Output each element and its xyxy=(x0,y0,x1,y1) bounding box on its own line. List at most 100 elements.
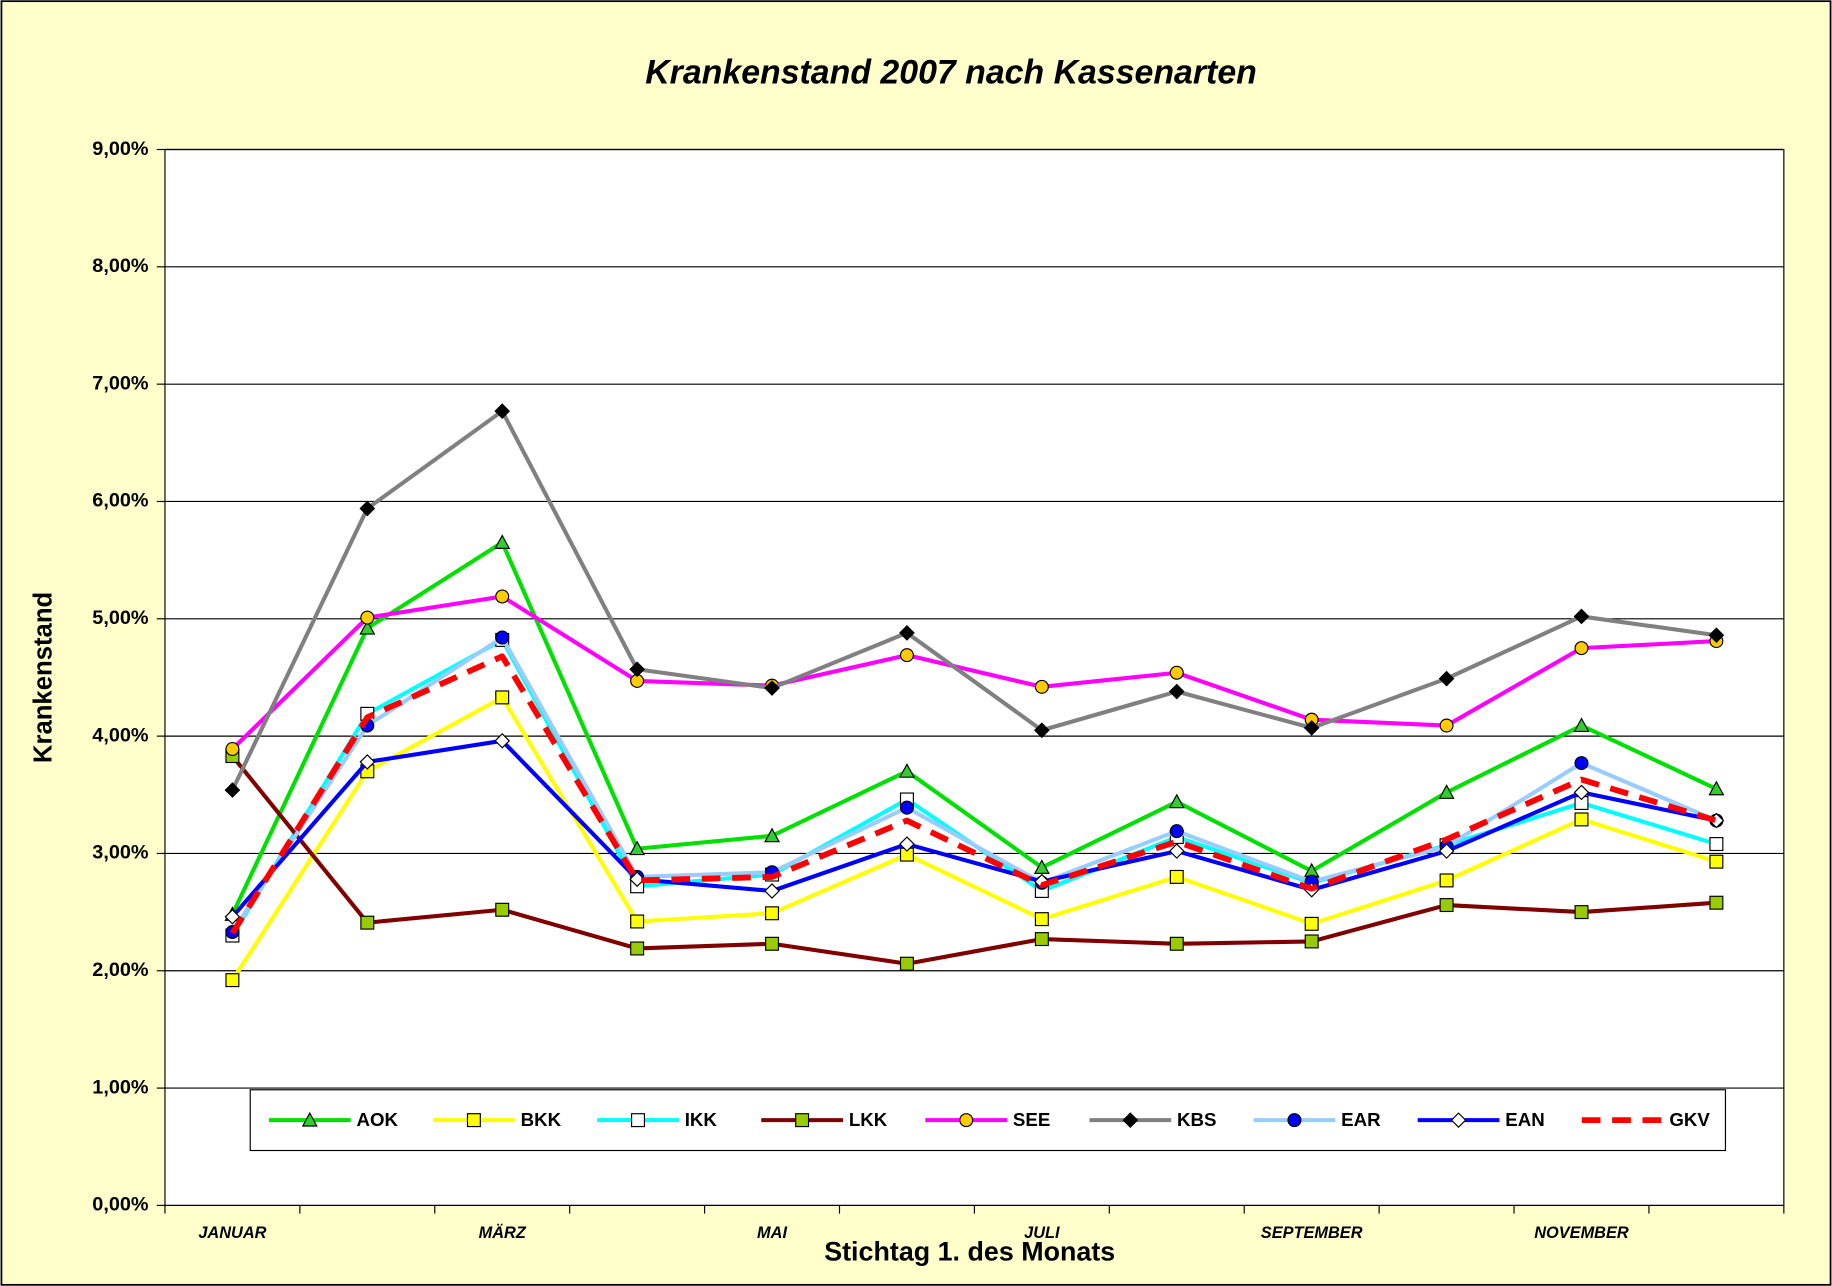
point-marker xyxy=(1439,873,1454,888)
point-marker xyxy=(1574,905,1589,920)
point-marker xyxy=(224,782,241,798)
point-marker xyxy=(359,500,376,517)
point-marker xyxy=(629,871,645,888)
legend-label: BKK xyxy=(521,1109,562,1130)
point-marker xyxy=(899,625,915,641)
legend-label: LKK xyxy=(849,1109,888,1130)
point-marker xyxy=(1439,718,1454,733)
series xyxy=(225,749,1724,971)
legend-label: KBS xyxy=(1177,1109,1216,1130)
point-marker xyxy=(1169,824,1184,839)
y-tick-label: 5,00% xyxy=(92,607,149,629)
legend-items: AOK BKK IKK LKK SEE KBS EAR EAN GKV xyxy=(268,1109,1710,1130)
y-tick-label: 2,00% xyxy=(92,959,149,981)
series-line xyxy=(230,540,1718,916)
point-marker xyxy=(899,956,914,971)
y-tick-label: 3,00% xyxy=(92,842,149,864)
y-tick-label: 6,00% xyxy=(92,490,149,512)
point-marker xyxy=(225,742,240,757)
x-tick-label: MÄRZ xyxy=(479,1224,527,1242)
point-marker xyxy=(1168,843,1185,859)
point-marker xyxy=(1708,627,1725,644)
y-tick-label: 9,00% xyxy=(92,138,149,160)
point-marker xyxy=(629,840,646,856)
point-marker xyxy=(959,1113,974,1128)
point-marker xyxy=(898,763,915,778)
point-marker xyxy=(795,1113,810,1128)
chart-title: Krankenstand 2007 nach Kassenarten xyxy=(645,54,1257,92)
point-marker xyxy=(360,610,375,625)
point-marker xyxy=(631,1113,646,1128)
point-marker xyxy=(1169,665,1184,680)
x-tick-label: JANUAR xyxy=(198,1224,266,1242)
y-tick-label: 8,00% xyxy=(92,255,149,277)
point-marker xyxy=(765,936,780,951)
point-marker xyxy=(495,589,510,604)
point-marker xyxy=(899,800,914,815)
series-group xyxy=(224,403,1725,988)
point-marker xyxy=(765,906,780,921)
point-marker xyxy=(495,690,510,705)
point-marker xyxy=(630,914,645,929)
legend-label: SEE xyxy=(1013,1109,1050,1130)
point-marker xyxy=(1574,756,1589,771)
point-marker xyxy=(494,534,511,549)
x-axis-title: Stichtag 1. des Monats xyxy=(824,1236,1115,1266)
series xyxy=(224,403,1725,798)
plot-area xyxy=(164,148,1785,1206)
point-marker xyxy=(630,941,645,956)
x-tick-label: MAI xyxy=(757,1224,787,1242)
point-marker xyxy=(225,973,240,988)
point-marker xyxy=(1573,717,1590,732)
series-line xyxy=(230,754,1717,966)
series-line xyxy=(230,738,1717,919)
legend-label: GKV xyxy=(1669,1109,1710,1130)
x-tick-label: SEPTEMBER xyxy=(1261,1224,1363,1242)
y-tick-label: 7,00% xyxy=(92,372,149,394)
point-marker xyxy=(1574,641,1589,656)
point-marker xyxy=(1304,934,1319,949)
point-marker xyxy=(1287,1113,1302,1128)
point-marker xyxy=(764,680,780,696)
point-marker xyxy=(1168,793,1185,809)
point-marker xyxy=(1438,670,1455,687)
y-tick-label: 4,00% xyxy=(92,724,149,746)
y-tick-label: 1,00% xyxy=(92,1076,149,1098)
point-marker xyxy=(1709,895,1724,910)
point-marker xyxy=(1034,679,1049,694)
legend-label: EAR xyxy=(1341,1109,1381,1130)
point-marker xyxy=(359,619,376,635)
point-marker xyxy=(764,883,780,899)
series xyxy=(229,653,1718,935)
x-tick-label: JULI xyxy=(1024,1224,1060,1242)
point-marker xyxy=(1303,720,1320,736)
series-line xyxy=(230,695,1718,982)
point-marker xyxy=(1169,869,1184,884)
point-marker xyxy=(1438,784,1455,799)
y-axis-title: Krankenstand xyxy=(29,592,57,763)
series xyxy=(224,732,1725,925)
point-marker xyxy=(764,827,781,843)
series-line xyxy=(230,635,1718,934)
point-marker xyxy=(359,754,376,770)
point-marker xyxy=(494,403,511,419)
series xyxy=(224,534,1725,921)
point-marker xyxy=(1034,932,1049,947)
point-marker xyxy=(1708,780,1725,796)
legend-label: IKK xyxy=(685,1109,718,1130)
point-marker xyxy=(1709,854,1724,869)
point-marker xyxy=(1034,722,1050,739)
point-marker xyxy=(1033,859,1050,874)
point-marker xyxy=(1573,608,1590,625)
point-marker xyxy=(1450,1112,1467,1128)
point-marker xyxy=(1573,784,1590,801)
legend-label: AOK xyxy=(357,1109,399,1130)
point-marker xyxy=(1574,812,1589,827)
point-marker xyxy=(495,630,510,645)
point-marker xyxy=(224,908,241,925)
point-marker xyxy=(466,1113,481,1128)
point-marker xyxy=(1709,837,1724,852)
legend-label: EAN xyxy=(1505,1109,1544,1130)
